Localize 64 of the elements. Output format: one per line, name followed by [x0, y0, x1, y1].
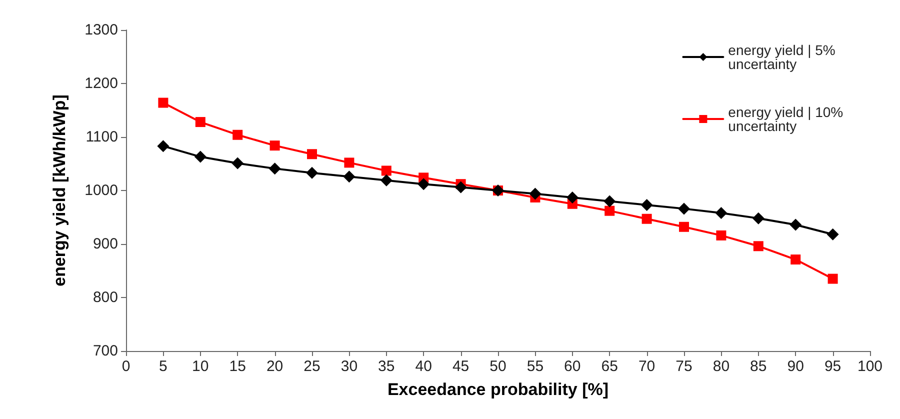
- point: [678, 202, 690, 215]
- point: [642, 214, 652, 224]
- y-axis-title: energy yield [kWh/kWp]: [50, 94, 69, 286]
- point: [679, 222, 689, 232]
- x-tick-label: 75: [676, 358, 692, 375]
- point: [194, 150, 206, 163]
- legend-label: energy yield | 5% uncertainty: [728, 42, 840, 72]
- point: [454, 181, 467, 194]
- point: [566, 191, 578, 204]
- x-tick-label: 70: [638, 358, 656, 375]
- x-tick-label: 25: [304, 358, 320, 375]
- x-tick-label: 45: [452, 358, 470, 375]
- point: [790, 218, 802, 231]
- point: [752, 212, 764, 224]
- x-tick-label: 65: [601, 358, 618, 375]
- x-tick-label: 20: [266, 358, 284, 375]
- y-tick-label: 800: [92, 289, 118, 306]
- point: [753, 241, 764, 252]
- point: [604, 206, 615, 216]
- point: [270, 140, 280, 151]
- x-tick-label: 10: [192, 358, 209, 375]
- point: [380, 174, 392, 186]
- point: [826, 228, 839, 240]
- x-tick-label: 90: [787, 358, 804, 375]
- x-tick-label: 35: [378, 358, 395, 375]
- point: [715, 206, 728, 219]
- point: [343, 170, 356, 183]
- y-tick-label: 700: [92, 342, 118, 360]
- point: [418, 178, 430, 190]
- point: [529, 188, 542, 200]
- point: [306, 166, 318, 179]
- x-tick-label: 40: [415, 358, 432, 375]
- point: [158, 98, 168, 108]
- x-tick-label: 95: [824, 358, 842, 375]
- x-axis-title: Exceedance probability [%]: [387, 380, 609, 399]
- x-tick-label: 80: [712, 358, 730, 375]
- x-tick-label: 50: [490, 358, 506, 375]
- point: [157, 140, 170, 152]
- point: [604, 195, 616, 208]
- point: [344, 158, 354, 168]
- y-tick-label: 1000: [84, 182, 118, 199]
- point: [307, 149, 317, 160]
- x-tick-label: 15: [229, 358, 246, 375]
- point: [268, 162, 281, 175]
- x-tick-label: 85: [750, 358, 767, 375]
- y-tick-label: 1300: [84, 22, 118, 38]
- x-tick-label: 55: [526, 358, 544, 375]
- y-tick-label: 1200: [84, 75, 118, 92]
- x-tick-label: 60: [564, 358, 581, 375]
- x-tick-label: 30: [340, 358, 358, 375]
- point: [716, 230, 726, 240]
- y-tick-label: 1100: [86, 128, 118, 146]
- legend-label: energy yield | 10% uncertainty: [728, 104, 848, 134]
- y-tick-label: 900: [92, 236, 118, 252]
- x-tick-label: 5: [159, 358, 168, 375]
- point: [232, 130, 243, 140]
- point: [195, 117, 206, 128]
- point: [790, 254, 801, 265]
- point: [640, 198, 653, 211]
- point: [828, 274, 838, 284]
- point: [232, 157, 244, 170]
- x-tick-label: 100: [857, 358, 883, 375]
- point: [381, 166, 392, 176]
- x-tick-label: 0: [122, 358, 130, 375]
